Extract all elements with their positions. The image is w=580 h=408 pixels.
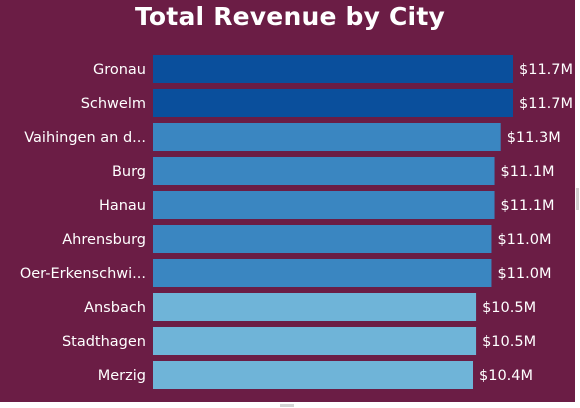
value-label-9: $10.4M bbox=[479, 368, 533, 384]
bar-5[interactable] bbox=[153, 225, 492, 253]
scroll-thumb[interactable] bbox=[576, 188, 579, 210]
value-label-6: $11.0M bbox=[497, 266, 551, 282]
category-label-1: Schwelm bbox=[81, 96, 146, 112]
category-label-0: Gronau bbox=[93, 62, 146, 78]
category-label-6: Oer-Erkenschwi... bbox=[20, 266, 146, 282]
bar-6[interactable] bbox=[153, 259, 492, 287]
scroll-thumb-horizontal[interactable] bbox=[280, 404, 294, 407]
bar-2[interactable] bbox=[153, 123, 501, 151]
category-label-9: Merzig bbox=[98, 368, 146, 384]
value-label-0: $11.7M bbox=[519, 62, 573, 78]
value-label-8: $10.5M bbox=[482, 334, 536, 350]
bar-4[interactable] bbox=[153, 191, 495, 219]
bar-0[interactable] bbox=[153, 55, 513, 83]
value-label-1: $11.7M bbox=[519, 96, 573, 112]
bar-9[interactable] bbox=[153, 361, 473, 389]
category-label-7: Ansbach bbox=[84, 300, 146, 316]
vertical-scrollbar[interactable] bbox=[575, 0, 580, 408]
bar-7[interactable] bbox=[153, 293, 477, 321]
category-label-3: Burg bbox=[112, 164, 146, 180]
bar-3[interactable] bbox=[153, 157, 495, 185]
category-label-8: Stadthagen bbox=[62, 334, 146, 350]
category-label-5: Ahrensburg bbox=[62, 232, 146, 248]
category-label-4: Hanau bbox=[99, 198, 146, 214]
bar-1[interactable] bbox=[153, 89, 513, 117]
value-labels: $11.7M $11.7M $11.3M $11.1M $11.1M $11.0M $11.… bbox=[479, 62, 573, 384]
value-label-3: $11.1M bbox=[501, 164, 555, 180]
value-label-7: $10.5M bbox=[482, 300, 536, 316]
bars-layer bbox=[153, 55, 513, 389]
value-label-4: $11.1M bbox=[501, 198, 555, 214]
category-label-2: Vaihingen an d... bbox=[24, 130, 146, 146]
chart-title: Total Revenue by City bbox=[135, 2, 445, 31]
value-label-2: $11.3M bbox=[507, 130, 561, 146]
horizontal-scrollbar[interactable] bbox=[0, 402, 580, 408]
bar-8[interactable] bbox=[153, 327, 477, 355]
value-label-5: $11.0M bbox=[497, 232, 551, 248]
category-labels: Gronau Schwelm Vaihingen an d... Burg Hanau A… bbox=[20, 62, 146, 384]
